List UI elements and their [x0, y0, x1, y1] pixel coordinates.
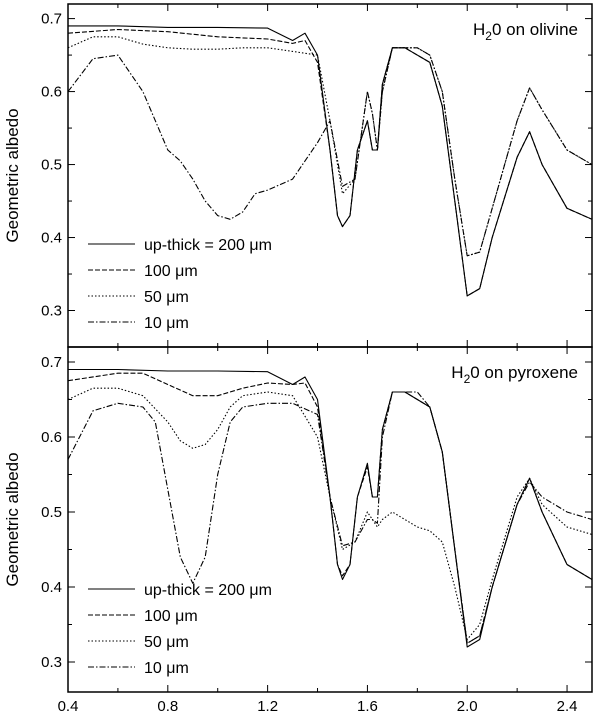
y-tick-label: 0.4	[41, 230, 62, 247]
panel-1: 0.3 0.4 0.5 0.6 0.7 Geometric albedo H20 on ol…	[3, 3, 593, 348]
series-line-4	[68, 391, 592, 644]
legend-label-2: 100 μm	[144, 263, 198, 280]
series-line-4	[68, 47, 592, 257]
panel-title: H20 on olivine	[473, 20, 578, 43]
y-tick-label: 0.3	[41, 303, 62, 320]
series-line-2	[68, 372, 592, 644]
x-tick-label: 1.6	[357, 698, 378, 715]
y-axis-title: Geometric albedo	[3, 452, 22, 586]
y-tick-label: 0.5	[41, 504, 62, 521]
legend-label-1: up-thick = 200 μm	[144, 237, 272, 254]
y-tick-label: 0.3	[41, 654, 62, 671]
legend-label-4: 10 μm	[144, 315, 189, 332]
series-group	[68, 368, 592, 648]
legend-label-3: 50 μm	[144, 634, 189, 651]
panel-title: H20 on pyroxene	[451, 363, 578, 386]
legend-label-1: up-thick = 200 μm	[144, 582, 272, 599]
x-tick-label: 2.4	[557, 698, 578, 715]
panel-2: 0.3 0.4 0.5 0.6 0.7 0.4 0.8 1.2 1.6 2.0 2.4 Geometr…	[3, 346, 593, 715]
series-line-2	[68, 28, 592, 297]
y-tick-label: 0.4	[41, 579, 62, 596]
legend: up-thick = 200 μm 100 μm 50 μm 10 μm	[88, 582, 272, 677]
y-axis-title: Geometric albedo	[3, 108, 22, 242]
chart-panels: 0.3 0.4 0.5 0.6 0.7 Geometric albedo H20 on ol…	[3, 3, 593, 715]
series-group	[68, 25, 592, 297]
legend-label-4: 10 μm	[144, 660, 189, 677]
x-tick-label: 2.0	[457, 698, 478, 715]
y-tick-label: 0.6	[41, 429, 62, 446]
x-tick-label: 0.8	[157, 698, 178, 715]
x-tick-label: 0.4	[58, 698, 79, 715]
x-tick-label: 1.2	[257, 698, 278, 715]
y-tick-label: 0.6	[41, 84, 62, 101]
series-line-1	[68, 25, 592, 297]
legend: up-thick = 200 μm 100 μm 50 μm 10 μm	[88, 237, 272, 332]
series-line-3	[68, 387, 592, 641]
y-tick-label: 0.7	[41, 11, 62, 28]
legend-label-3: 50 μm	[144, 289, 189, 306]
y-tick-label: 0.5	[41, 157, 62, 174]
y-tick-label: 0.7	[41, 354, 62, 371]
legend-label-2: 100 μm	[144, 608, 198, 625]
